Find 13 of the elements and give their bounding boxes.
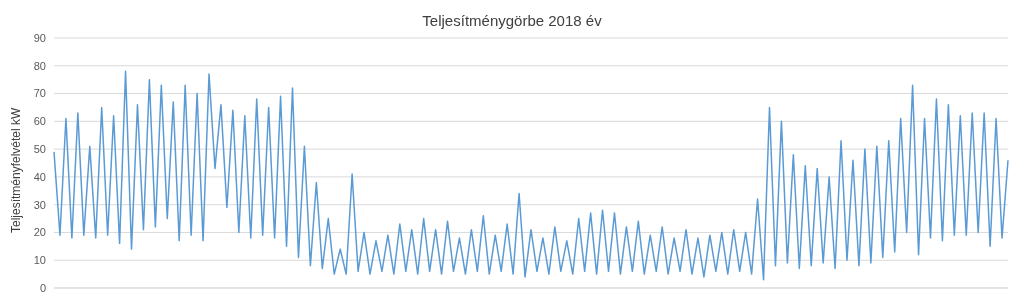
y-tick-label: 30 [33,198,46,211]
y-tick-label: 50 [33,143,46,156]
y-tick-label: 90 [33,31,46,44]
y-axis-title: Teljesítményfelvétel kW [9,106,24,233]
chart-title: Teljesítménygörbe 2018 év [422,12,602,29]
y-tick-label: 0 [39,281,46,294]
y-tick-label: 40 [33,170,46,183]
y-tick-label: 20 [33,226,46,239]
y-tick-label: 70 [33,87,46,100]
line-series [53,70,1009,281]
y-tick-label: 60 [33,115,46,128]
y-tick-label: 10 [33,254,46,267]
y-tick-label: 80 [33,59,46,72]
